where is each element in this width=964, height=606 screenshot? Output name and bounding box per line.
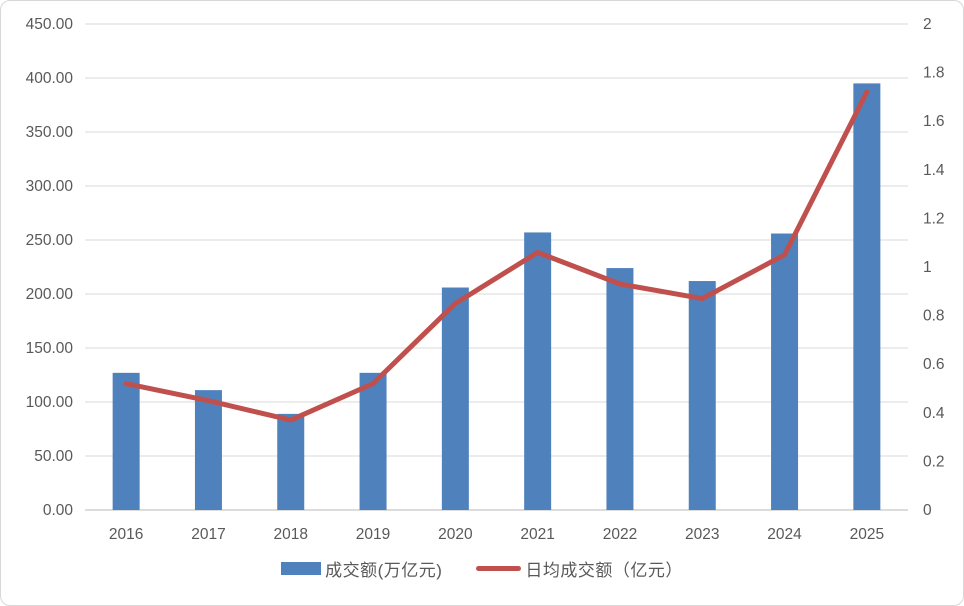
x-axis-label-2016: 2016 [109,526,143,543]
right-axis-tick-label: 0.2 [923,453,945,470]
x-axis-label-2021: 2021 [520,526,554,543]
right-axis-tick-label: 1.2 [923,210,945,227]
line-series-swatch-icon [476,566,522,571]
bar-2020 [441,287,469,510]
bar-2022 [606,268,634,510]
bar-2021 [524,232,552,510]
left-axis-tick-label: 100.00 [26,394,74,411]
x-axis-label-2024: 2024 [767,526,802,543]
line-series [123,89,870,423]
bar-2016 [112,372,140,510]
left-axis-tick-label: 150.00 [26,340,74,357]
bar-2017 [194,390,222,510]
legend-label-bar: 成交额(万亿元) [325,561,443,580]
left-axis-tick-label: 300.00 [26,178,74,195]
bar-2019 [359,372,387,510]
right-axis-tick-label: 2 [923,16,932,33]
right-axis-tick-label: 0.8 [923,308,945,325]
x-axis-label-2018: 2018 [274,526,308,543]
x-axis-label-2020: 2020 [438,526,473,543]
x-axis-label-2023: 2023 [685,526,719,543]
x-axis-label-2019: 2019 [356,526,390,543]
x-axis-label-2017: 2017 [191,526,225,543]
right-axis-tick-label: 1.4 [923,162,945,179]
chart-legend: 成交额(万亿元) 日均成交额（亿元） [1,556,963,581]
legend-item-bar-series: 成交额(万亿元) [281,556,442,581]
bar-2025 [853,83,881,511]
right-axis-tick-label: 1.8 [923,65,945,82]
bar-2018 [277,413,305,510]
bar-2024 [771,233,799,510]
right-axis-tick-label: 0.4 [923,405,945,422]
left-axis-tick-label: 0.00 [43,502,74,519]
x-axis-label-2025: 2025 [850,526,884,543]
legend-item-line-series: 日均成交额（亿元） [476,556,683,581]
right-axis-tick-label: 0.6 [923,356,945,373]
legend-label-line: 日均成交额（亿元） [525,561,683,580]
x-axis-label-2022: 2022 [603,526,637,543]
right-axis-tick-label: 1.6 [923,113,945,130]
right-axis-tick-label: 0 [923,502,932,519]
left-axis-tick-label: 50.00 [34,448,73,465]
bar-2023 [688,281,716,510]
left-axis-tick-label: 250.00 [26,232,74,249]
left-axis-tick-label: 350.00 [26,124,74,141]
left-axis-tick-label: 200.00 [26,286,74,303]
right-axis-tick-label: 1 [923,259,932,276]
bar-series-swatch-icon [281,562,322,575]
left-axis-tick-label: 450.00 [26,16,74,33]
left-axis-tick-label: 400.00 [26,70,74,87]
